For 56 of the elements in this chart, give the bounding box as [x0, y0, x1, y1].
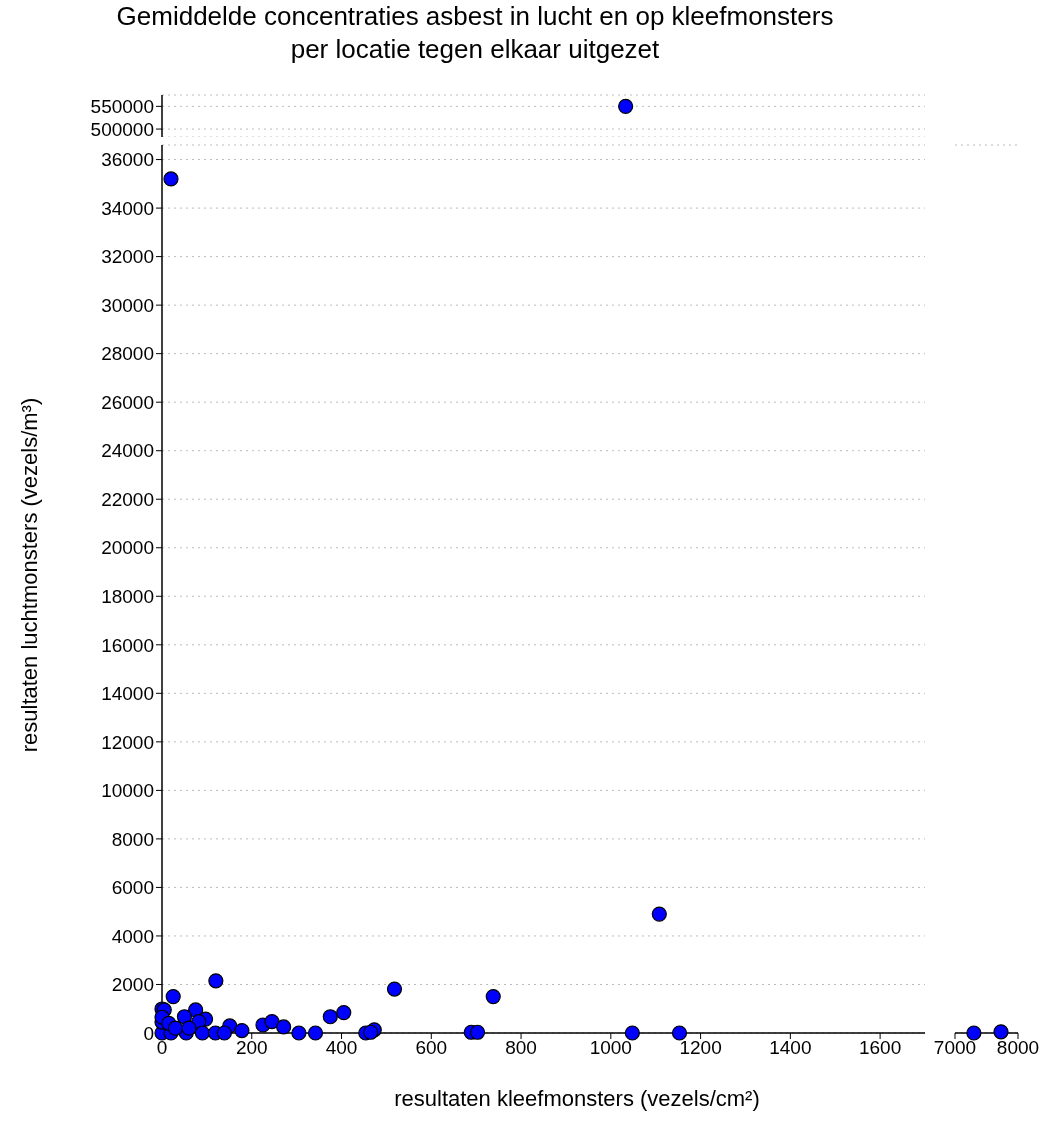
- point: [624, 1025, 640, 1041]
- point: [291, 1025, 307, 1041]
- point: [234, 1022, 250, 1039]
- point: [264, 1014, 280, 1030]
- point: [469, 1024, 486, 1040]
- point: [336, 1005, 352, 1021]
- y-tick-label: 550000: [90, 96, 154, 118]
- y-tick-label: 36000: [101, 149, 154, 171]
- x-tick-label: 1200: [679, 1037, 722, 1059]
- point: [651, 906, 667, 922]
- point: [276, 1019, 292, 1035]
- x-tick-label: 8000: [996, 1037, 1040, 1059]
- point: [485, 989, 501, 1005]
- y-axis-title: resultaten luchtmonsters (vezels/m³): [17, 396, 43, 755]
- x-tick-label: 800: [505, 1037, 537, 1059]
- x-axis-title: resultaten kleefmonsters (vezels/cm²): [393, 1086, 761, 1112]
- x-tick-label: 400: [325, 1037, 358, 1059]
- point: [307, 1025, 324, 1041]
- y-tick-label: 26000: [101, 391, 154, 413]
- point: [208, 973, 224, 989]
- y-tick-label: 8000: [111, 828, 154, 850]
- x-tick-label: 7000: [933, 1037, 977, 1059]
- x-tick-label: 600: [415, 1037, 448, 1059]
- y-tick-label: 2000: [111, 974, 154, 996]
- point: [671, 1025, 688, 1041]
- x-tick-label: 200: [235, 1037, 268, 1059]
- y-tick-label: 18000: [101, 586, 154, 608]
- y-tick-label: 20000: [101, 537, 154, 559]
- point: [163, 171, 179, 187]
- y-tick-label: 16000: [101, 634, 154, 656]
- y-tick-label: 32000: [101, 246, 154, 268]
- y-tick-label: 14000: [101, 683, 154, 705]
- point: [165, 989, 181, 1005]
- point: [194, 1025, 210, 1041]
- y-tick-label: 0: [143, 1022, 154, 1044]
- point: [176, 1009, 193, 1025]
- y-tick-label: 28000: [101, 343, 154, 365]
- chart-title: Gemiddelde concentraties asbest in lucht en op kleefmonsters per locatie tegen elkaar uitgezet: [115, 0, 835, 66]
- y-tick-label: 500000: [90, 118, 154, 140]
- point: [322, 1009, 338, 1025]
- x-tick-label: 1600: [858, 1037, 902, 1059]
- y-tick-label: 6000: [111, 877, 154, 899]
- y-tick-label: 22000: [101, 488, 154, 510]
- x-tick-label: 1400: [769, 1037, 812, 1059]
- point: [181, 1020, 197, 1036]
- point: [216, 1025, 232, 1041]
- y-tick-label: 12000: [101, 731, 154, 753]
- point: [386, 981, 403, 997]
- x-tick-label: 1000: [589, 1037, 632, 1059]
- x-tick-label: 0: [156, 1037, 168, 1059]
- y-tick-label: 24000: [101, 440, 154, 462]
- y-tick-label: 34000: [101, 197, 154, 219]
- point: [167, 1020, 184, 1036]
- y-tick-label: 30000: [101, 294, 154, 316]
- y-tick-label: 4000: [111, 925, 154, 947]
- y-tick-label: 10000: [101, 780, 154, 802]
